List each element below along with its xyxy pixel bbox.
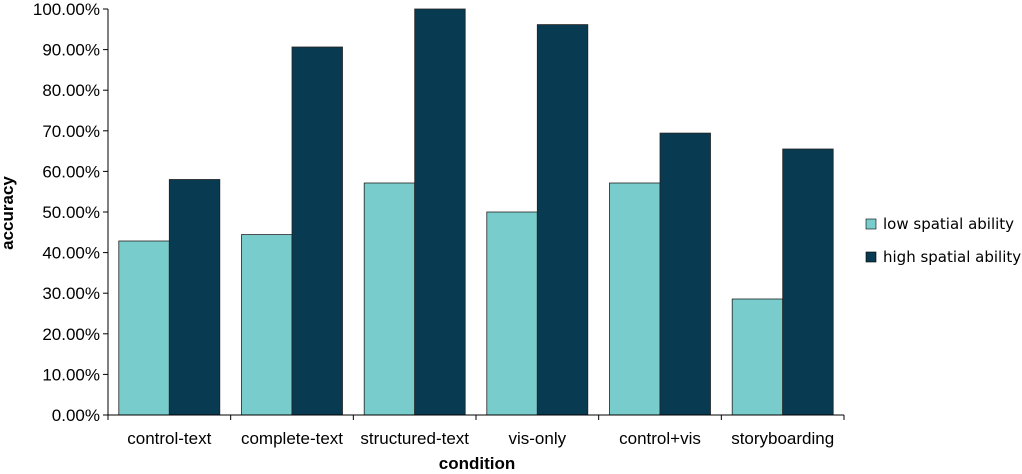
legend-label-high: high spatial ability (883, 248, 1021, 266)
y-tick-label: 60.00% (42, 162, 100, 181)
bar-low-control-text (118, 240, 170, 416)
bar-high-vis-only (536, 24, 589, 416)
bar-high-complete-text (291, 46, 343, 416)
x-category-label: control+vis (619, 429, 701, 448)
y-tick-label: 70.00% (42, 122, 100, 141)
bar-high-control-text (168, 179, 221, 416)
axes-group (103, 8, 845, 420)
legend-label-low: low spatial ability (883, 215, 1014, 233)
bar-high-control+vis (659, 132, 711, 416)
y-tick-label: 50.00% (42, 203, 100, 222)
bar-low-complete-text (241, 234, 293, 416)
y-tick-label: 30.00% (42, 284, 100, 303)
legend: low spatial ability high spatial ability (865, 215, 1021, 266)
x-axis-title: condition (439, 454, 515, 473)
bar-low-storyboarding (731, 298, 784, 416)
bar-high-structured-text (414, 8, 466, 416)
y-tick-label: 20.00% (42, 325, 100, 344)
x-category-label: storyboarding (731, 429, 834, 448)
bar-low-vis-only (486, 211, 538, 416)
x-category-label: complete-text (241, 429, 343, 448)
y-tick-label: 10.00% (42, 365, 100, 384)
bar-low-structured-text (363, 182, 416, 416)
bars-group (118, 8, 834, 416)
x-category-label: control-text (127, 429, 211, 448)
bar-low-control+vis (609, 182, 661, 416)
y-tick-labels: 0.00% 10.00% 20.00% 30.00% 40.00% 50.00% 60.00… (33, 0, 100, 425)
legend-swatch-low (865, 218, 877, 230)
y-tick-label: 100.00% (33, 0, 100, 19)
x-tick-labels: control-text complete-text structured-text… (127, 429, 834, 448)
y-tick-label: 40.00% (42, 244, 100, 263)
y-tick-label: 90.00% (42, 41, 100, 60)
x-category-label: vis-only (508, 429, 566, 448)
y-tick-label: 80.00% (42, 81, 100, 100)
y-axis-title: accuracy (0, 176, 17, 250)
legend-swatch-high (865, 251, 877, 263)
bar-high-storyboarding (782, 148, 834, 416)
x-category-label: structured-text (360, 429, 469, 448)
y-tick-label: 0.00% (52, 406, 100, 425)
